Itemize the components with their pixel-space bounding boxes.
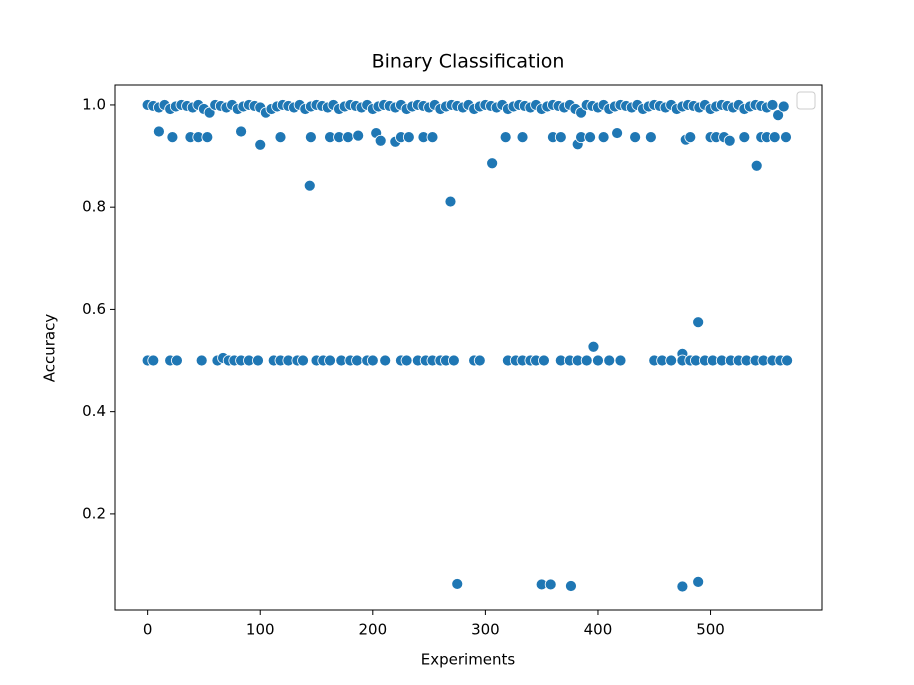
point: [499, 131, 512, 144]
point: [684, 131, 697, 144]
plot-frame: [114, 84, 823, 611]
point: [768, 131, 781, 144]
point: [611, 127, 624, 139]
point: [738, 131, 751, 144]
point: [451, 578, 464, 590]
point: [723, 134, 736, 147]
x-tick-label: 400: [584, 621, 613, 639]
point: [592, 354, 604, 367]
point: [644, 131, 657, 144]
x-tick-label: 0: [143, 621, 153, 639]
chart-title: Binary Classification: [372, 51, 565, 73]
point: [516, 131, 529, 144]
point: [447, 354, 460, 367]
point: [676, 580, 689, 593]
legend-box: [796, 91, 816, 110]
point: [772, 109, 784, 122]
point: [374, 134, 387, 147]
y-tick-label: 1.0: [82, 95, 106, 113]
point: [584, 131, 596, 144]
point: [351, 354, 363, 367]
x-tick-label: 200: [358, 621, 387, 639]
point: [304, 131, 317, 144]
y-axis-label: Accuracy: [41, 314, 59, 383]
point: [665, 354, 678, 367]
point: [750, 159, 763, 172]
point: [444, 195, 457, 208]
point: [597, 131, 610, 144]
point: [486, 157, 499, 170]
point: [692, 575, 705, 588]
y-tick-label: 0.8: [82, 198, 106, 216]
point: [324, 354, 336, 367]
point: [554, 131, 567, 144]
point: [603, 354, 616, 367]
point: [147, 354, 160, 367]
point: [252, 354, 264, 367]
point: [629, 131, 642, 144]
point: [400, 354, 413, 367]
point: [274, 131, 287, 144]
x-axis-label: Experiments: [421, 651, 516, 669]
point: [692, 316, 705, 329]
point: [153, 125, 165, 138]
point: [565, 580, 577, 592]
point: [780, 131, 792, 144]
point: [426, 131, 439, 144]
point: [766, 99, 779, 111]
x-tick-label: 300: [471, 621, 500, 639]
point: [297, 354, 309, 367]
point: [587, 340, 600, 353]
point: [473, 354, 486, 367]
x-tick-label: 100: [246, 621, 275, 639]
point: [402, 131, 415, 144]
point: [538, 354, 550, 367]
point: [379, 354, 392, 367]
y-tick-label: 0.2: [82, 504, 106, 522]
point: [166, 131, 179, 144]
point: [781, 354, 794, 367]
point: [777, 100, 790, 113]
point: [352, 129, 365, 142]
point: [580, 354, 593, 367]
point: [614, 354, 627, 367]
point: [235, 125, 247, 138]
point: [201, 131, 214, 144]
point: [544, 578, 557, 591]
y-tick-label: 0.4: [82, 402, 106, 420]
point: [254, 138, 267, 151]
point: [171, 354, 183, 367]
y-tick-label: 0.6: [82, 300, 106, 318]
point: [303, 179, 316, 192]
x-tick-label: 500: [696, 621, 725, 639]
point: [195, 354, 208, 367]
point: [342, 131, 354, 144]
point: [366, 354, 379, 367]
